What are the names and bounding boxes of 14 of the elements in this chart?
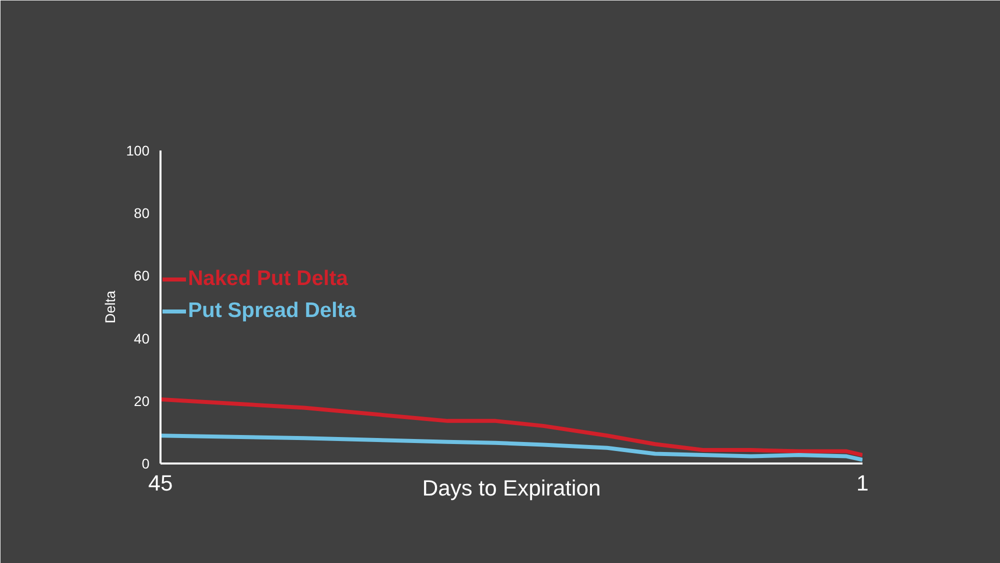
x-tick-label: 45 [148,470,173,496]
y-tick-label: 60 [134,268,150,284]
y-tick-label: 80 [134,205,150,222]
x-tick-label: 1 [856,470,869,496]
y-tick-label: 0 [142,456,150,472]
y-axis-title: Delta [102,290,118,324]
y-tick-label: 100 [126,142,150,158]
line-series [160,434,862,462]
x-axis-title: Days to Expiration [422,476,601,500]
y-tick-label: 40 [134,330,150,346]
line-series [160,397,862,458]
y-tick-label: 20 [134,392,150,409]
legend-label: Put Spread Delta [188,299,356,323]
legend-label: Naked Put Delta [188,267,348,291]
